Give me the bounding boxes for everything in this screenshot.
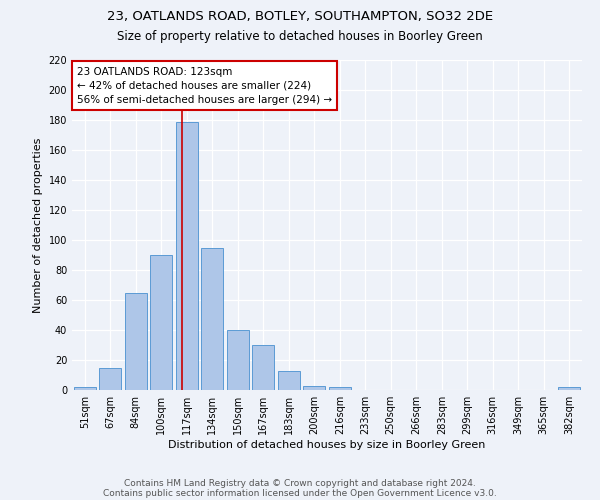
- Y-axis label: Number of detached properties: Number of detached properties: [33, 138, 43, 312]
- Text: 23 OATLANDS ROAD: 123sqm
← 42% of detached houses are smaller (224)
56% of semi-: 23 OATLANDS ROAD: 123sqm ← 42% of detach…: [77, 66, 332, 104]
- Bar: [559, 387, 580, 390]
- Bar: [202, 248, 223, 390]
- Bar: [176, 122, 197, 390]
- Bar: [74, 387, 95, 390]
- Bar: [253, 345, 274, 390]
- Bar: [304, 386, 325, 390]
- Text: Size of property relative to detached houses in Boorley Green: Size of property relative to detached ho…: [117, 30, 483, 43]
- Bar: [125, 292, 146, 390]
- Bar: [100, 368, 121, 390]
- X-axis label: Distribution of detached houses by size in Boorley Green: Distribution of detached houses by size …: [169, 440, 485, 450]
- Bar: [329, 387, 350, 390]
- Bar: [278, 370, 299, 390]
- Bar: [151, 255, 172, 390]
- Text: 23, OATLANDS ROAD, BOTLEY, SOUTHAMPTON, SO32 2DE: 23, OATLANDS ROAD, BOTLEY, SOUTHAMPTON, …: [107, 10, 493, 23]
- Bar: [227, 330, 248, 390]
- Text: Contains public sector information licensed under the Open Government Licence v3: Contains public sector information licen…: [103, 488, 497, 498]
- Text: Contains HM Land Registry data © Crown copyright and database right 2024.: Contains HM Land Registry data © Crown c…: [124, 478, 476, 488]
